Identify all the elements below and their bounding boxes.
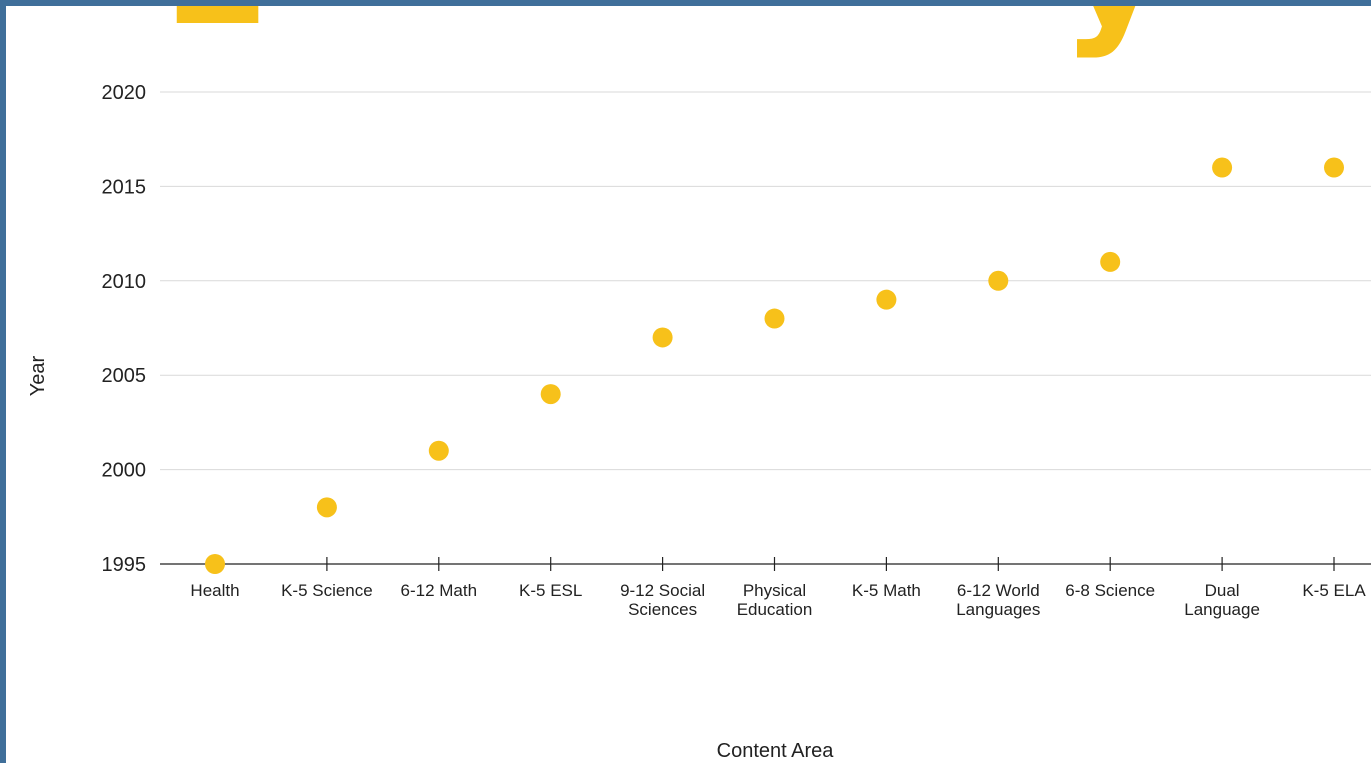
y-tick-label: 2015 [102, 176, 147, 198]
y-tick-label: 2020 [102, 82, 147, 104]
data-point [1100, 251, 1121, 272]
x-tick-label: K-5 ESL [519, 581, 582, 600]
y-tick-label: 1995 [102, 554, 147, 576]
y-tick-label: 2005 [102, 365, 147, 387]
y-tick-label: 2010 [102, 271, 147, 293]
y-tick-label: 2000 [102, 460, 147, 482]
data-point [1212, 157, 1233, 178]
x-axis-title: Content Area [717, 740, 835, 762]
x-tick-label: 6-12 Math [401, 581, 478, 600]
gridlines [160, 91, 1371, 471]
x-axis: Health K-5 Science 6-12 Math K-5 ESL 9-12 So… [160, 557, 1371, 619]
slide-canvas: 1 y 1995 2000 2005 2010 2015 2020 Health K-5 S… [6, 6, 1371, 763]
data-point [876, 289, 897, 310]
y-axis-title: Year [27, 355, 49, 396]
data-point [652, 327, 673, 348]
x-tick-label: K-5 Math [852, 581, 921, 600]
x-tick-label: K-5 Science [281, 581, 373, 600]
data-point [316, 497, 337, 518]
y-axis-ticks: 1995 2000 2005 2010 2015 2020 [102, 82, 147, 576]
x-tick-label: 9-12 Social Sciences [620, 581, 705, 619]
x-tick-label: 6-8 Science [1065, 581, 1155, 600]
x-tick-label: Dual Language [1184, 581, 1260, 619]
scatter-chart: 1995 2000 2005 2010 2015 2020 Health K-5 Scien… [27, 82, 1371, 762]
data-points [205, 157, 1344, 574]
data-point [988, 270, 1009, 291]
data-point [764, 308, 785, 329]
x-tick-label: 6-12 World Languages [956, 581, 1040, 619]
x-tick-label: K-5 ELA [1302, 581, 1366, 600]
slide-title-fragment-right: y [1061, 6, 1165, 48]
data-point [428, 440, 449, 461]
data-point [205, 554, 225, 574]
x-tick-label: Physical Education [737, 581, 813, 619]
x-tick-label: Health [190, 581, 239, 600]
data-point [1324, 157, 1344, 178]
data-point [540, 384, 561, 405]
slide-title-fragment-left: 1 [158, 6, 269, 48]
